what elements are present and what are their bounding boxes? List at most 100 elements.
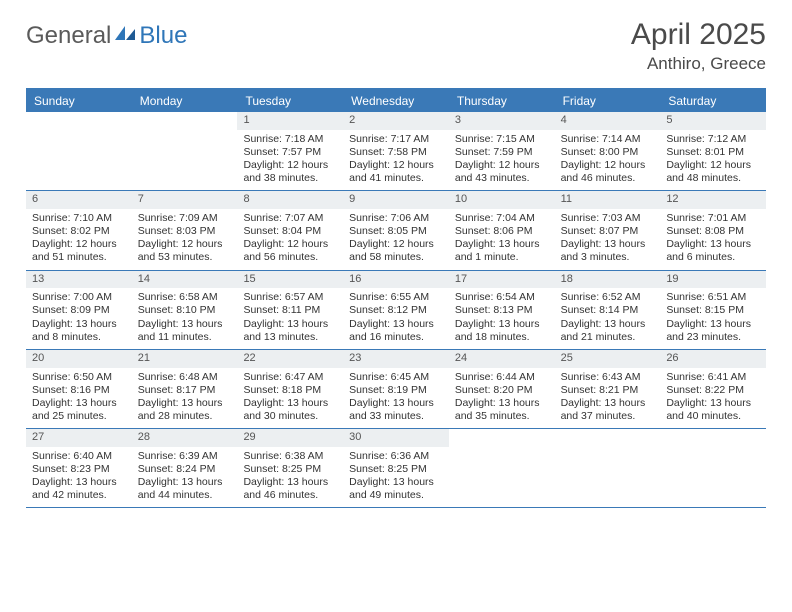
day-cell: 8Sunrise: 7:07 AMSunset: 8:04 PMDaylight… bbox=[237, 191, 343, 269]
day-cell: 17Sunrise: 6:54 AMSunset: 8:13 PMDayligh… bbox=[449, 271, 555, 349]
day-line-sr: Sunrise: 6:40 AM bbox=[32, 450, 126, 463]
day-line-sr: Sunrise: 7:15 AM bbox=[455, 133, 549, 146]
day-line-sr: Sunrise: 6:44 AM bbox=[455, 371, 549, 384]
day-number: 15 bbox=[237, 271, 343, 289]
day-line-sr: Sunrise: 6:54 AM bbox=[455, 291, 549, 304]
day-cell bbox=[449, 429, 555, 507]
dayhead-wednesday: Wednesday bbox=[343, 90, 449, 112]
day-line-dl2: and 41 minutes. bbox=[349, 172, 443, 185]
day-line-sr: Sunrise: 7:18 AM bbox=[243, 133, 337, 146]
day-line-dl1: Daylight: 13 hours bbox=[243, 318, 337, 331]
day-body: Sunrise: 6:51 AMSunset: 8:15 PMDaylight:… bbox=[660, 288, 766, 349]
day-line-sr: Sunrise: 7:12 AM bbox=[666, 133, 760, 146]
dayhead-tuesday: Tuesday bbox=[237, 90, 343, 112]
day-line-dl1: Daylight: 12 hours bbox=[349, 238, 443, 251]
day-line-dl1: Daylight: 12 hours bbox=[561, 159, 655, 172]
day-cell bbox=[555, 429, 661, 507]
day-line-sr: Sunrise: 6:51 AM bbox=[666, 291, 760, 304]
day-number: 29 bbox=[237, 429, 343, 447]
day-body: Sunrise: 6:38 AMSunset: 8:25 PMDaylight:… bbox=[237, 447, 343, 508]
day-cell: 7Sunrise: 7:09 AMSunset: 8:03 PMDaylight… bbox=[132, 191, 238, 269]
day-cell: 2Sunrise: 7:17 AMSunset: 7:58 PMDaylight… bbox=[343, 112, 449, 190]
day-number: 8 bbox=[237, 191, 343, 209]
day-line-dl2: and 30 minutes. bbox=[243, 410, 337, 423]
day-line-dl1: Daylight: 13 hours bbox=[666, 318, 760, 331]
day-line-dl2: and 46 minutes. bbox=[243, 489, 337, 502]
day-number: 20 bbox=[26, 350, 132, 368]
day-line-sr: Sunrise: 6:57 AM bbox=[243, 291, 337, 304]
day-line-sr: Sunrise: 7:03 AM bbox=[561, 212, 655, 225]
day-line-dl1: Daylight: 13 hours bbox=[666, 397, 760, 410]
day-number: 6 bbox=[26, 191, 132, 209]
day-body: Sunrise: 7:09 AMSunset: 8:03 PMDaylight:… bbox=[132, 209, 238, 270]
day-body bbox=[132, 116, 238, 124]
day-line-ss: Sunset: 8:14 PM bbox=[561, 304, 655, 317]
day-body: Sunrise: 6:41 AMSunset: 8:22 PMDaylight:… bbox=[660, 368, 766, 429]
day-line-dl1: Daylight: 13 hours bbox=[32, 476, 126, 489]
day-body bbox=[449, 433, 555, 441]
day-number: 5 bbox=[660, 112, 766, 130]
day-cell: 20Sunrise: 6:50 AMSunset: 8:16 PMDayligh… bbox=[26, 350, 132, 428]
day-line-dl1: Daylight: 13 hours bbox=[349, 318, 443, 331]
day-line-dl1: Daylight: 12 hours bbox=[138, 238, 232, 251]
day-cell: 22Sunrise: 6:47 AMSunset: 8:18 PMDayligh… bbox=[237, 350, 343, 428]
day-line-dl1: Daylight: 13 hours bbox=[561, 238, 655, 251]
day-header-row: Sunday Monday Tuesday Wednesday Thursday… bbox=[26, 90, 766, 112]
day-line-ss: Sunset: 8:03 PM bbox=[138, 225, 232, 238]
title-month: April 2025 bbox=[631, 18, 766, 52]
day-line-ss: Sunset: 7:57 PM bbox=[243, 146, 337, 159]
day-line-sr: Sunrise: 7:07 AM bbox=[243, 212, 337, 225]
day-line-ss: Sunset: 8:16 PM bbox=[32, 384, 126, 397]
day-cell: 19Sunrise: 6:51 AMSunset: 8:15 PMDayligh… bbox=[660, 271, 766, 349]
day-line-sr: Sunrise: 6:45 AM bbox=[349, 371, 443, 384]
day-line-sr: Sunrise: 7:06 AM bbox=[349, 212, 443, 225]
day-number: 30 bbox=[343, 429, 449, 447]
day-line-ss: Sunset: 8:21 PM bbox=[561, 384, 655, 397]
day-line-dl2: and 38 minutes. bbox=[243, 172, 337, 185]
week-row: 20Sunrise: 6:50 AMSunset: 8:16 PMDayligh… bbox=[26, 350, 766, 429]
dayhead-sunday: Sunday bbox=[26, 90, 132, 112]
day-line-dl2: and 21 minutes. bbox=[561, 331, 655, 344]
day-line-ss: Sunset: 8:09 PM bbox=[32, 304, 126, 317]
day-line-ss: Sunset: 8:23 PM bbox=[32, 463, 126, 476]
day-line-sr: Sunrise: 7:14 AM bbox=[561, 133, 655, 146]
day-line-dl1: Daylight: 13 hours bbox=[32, 318, 126, 331]
day-line-ss: Sunset: 8:25 PM bbox=[243, 463, 337, 476]
dayhead-monday: Monday bbox=[132, 90, 238, 112]
day-line-ss: Sunset: 8:05 PM bbox=[349, 225, 443, 238]
day-cell: 18Sunrise: 6:52 AMSunset: 8:14 PMDayligh… bbox=[555, 271, 661, 349]
day-line-dl1: Daylight: 13 hours bbox=[138, 318, 232, 331]
day-body: Sunrise: 6:55 AMSunset: 8:12 PMDaylight:… bbox=[343, 288, 449, 349]
day-cell: 29Sunrise: 6:38 AMSunset: 8:25 PMDayligh… bbox=[237, 429, 343, 507]
week-row: 27Sunrise: 6:40 AMSunset: 8:23 PMDayligh… bbox=[26, 429, 766, 508]
day-line-dl2: and 40 minutes. bbox=[666, 410, 760, 423]
day-body: Sunrise: 7:10 AMSunset: 8:02 PMDaylight:… bbox=[26, 209, 132, 270]
day-number: 1 bbox=[237, 112, 343, 130]
title-location: Anthiro, Greece bbox=[631, 54, 766, 74]
calendar-page: General Blue April 2025 Anthiro, Greece … bbox=[0, 0, 792, 518]
day-line-dl2: and 43 minutes. bbox=[455, 172, 549, 185]
day-line-dl2: and 18 minutes. bbox=[455, 331, 549, 344]
day-line-ss: Sunset: 8:24 PM bbox=[138, 463, 232, 476]
day-number: 14 bbox=[132, 271, 238, 289]
day-cell bbox=[132, 112, 238, 190]
day-line-dl1: Daylight: 13 hours bbox=[455, 238, 549, 251]
week-row: 13Sunrise: 7:00 AMSunset: 8:09 PMDayligh… bbox=[26, 271, 766, 350]
day-body: Sunrise: 6:54 AMSunset: 8:13 PMDaylight:… bbox=[449, 288, 555, 349]
day-body: Sunrise: 7:04 AMSunset: 8:06 PMDaylight:… bbox=[449, 209, 555, 270]
day-number: 2 bbox=[343, 112, 449, 130]
day-number: 25 bbox=[555, 350, 661, 368]
day-number: 7 bbox=[132, 191, 238, 209]
day-line-dl1: Daylight: 13 hours bbox=[561, 397, 655, 410]
day-cell: 14Sunrise: 6:58 AMSunset: 8:10 PMDayligh… bbox=[132, 271, 238, 349]
day-body: Sunrise: 6:47 AMSunset: 8:18 PMDaylight:… bbox=[237, 368, 343, 429]
day-line-dl2: and 49 minutes. bbox=[349, 489, 443, 502]
day-line-dl2: and 11 minutes. bbox=[138, 331, 232, 344]
day-number: 22 bbox=[237, 350, 343, 368]
day-line-dl1: Daylight: 13 hours bbox=[243, 397, 337, 410]
week-row: 6Sunrise: 7:10 AMSunset: 8:02 PMDaylight… bbox=[26, 191, 766, 270]
day-body: Sunrise: 6:43 AMSunset: 8:21 PMDaylight:… bbox=[555, 368, 661, 429]
day-line-sr: Sunrise: 6:48 AM bbox=[138, 371, 232, 384]
day-cell: 10Sunrise: 7:04 AMSunset: 8:06 PMDayligh… bbox=[449, 191, 555, 269]
day-line-ss: Sunset: 8:10 PM bbox=[138, 304, 232, 317]
